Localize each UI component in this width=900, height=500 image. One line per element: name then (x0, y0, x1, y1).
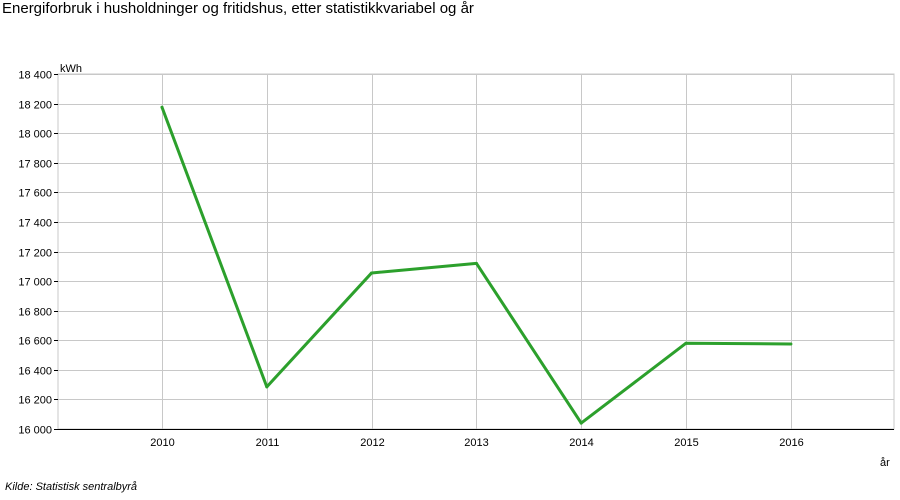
x-axis-label: år (880, 457, 890, 469)
x-tick-label: 2010 (150, 437, 174, 449)
data-point[interactable] (789, 342, 793, 346)
series-group (160, 105, 793, 425)
data-point[interactable] (370, 271, 374, 275)
data-point[interactable] (265, 385, 269, 389)
y-tick-label: 18 400 (18, 70, 52, 82)
y-tick-label: 18 200 (18, 100, 52, 112)
y-tick-label: 17 800 (18, 159, 52, 171)
x-tick-label: 2013 (464, 437, 488, 449)
x-tick-label: 2012 (360, 437, 384, 449)
y-tick-label: 16 200 (18, 395, 52, 407)
x-tick-label: 2016 (779, 437, 803, 449)
y-tick-label: 16 400 (18, 366, 52, 378)
x-tick-label: 2014 (569, 437, 593, 449)
y-tick-label: 16 000 (18, 425, 52, 437)
y-tick-labels: 16 000 16 200 16 400 16 600 16 800 17 000 17 2… (18, 70, 52, 437)
source-note: Kilde: Statistisk sentralbyrå (5, 481, 138, 493)
y-tick-label: 17 200 (18, 248, 52, 260)
y-tick-label: 18 000 (18, 129, 52, 141)
grid-lines (54, 73, 895, 430)
y-tick-label: 17 400 (18, 218, 52, 230)
data-point[interactable] (160, 105, 164, 109)
y-tick-label: 16 800 (18, 307, 52, 319)
y-tick-label: 17 600 (18, 188, 52, 200)
data-point[interactable] (684, 341, 688, 345)
x-tick-labels: 2010 2011 2012 2013 2014 2015 2016 (150, 437, 803, 449)
y-tick-label: 16 600 (18, 336, 52, 348)
data-point[interactable] (474, 261, 478, 265)
chart-title: Energiforbruk i husholdninger og fritids… (2, 0, 474, 17)
y-axis-label: kWh (60, 63, 82, 75)
data-point[interactable] (579, 421, 583, 425)
y-tick-label: 17 000 (18, 277, 52, 289)
x-tick-label: 2011 (256, 437, 280, 449)
x-tick-label: 2015 (674, 437, 698, 449)
